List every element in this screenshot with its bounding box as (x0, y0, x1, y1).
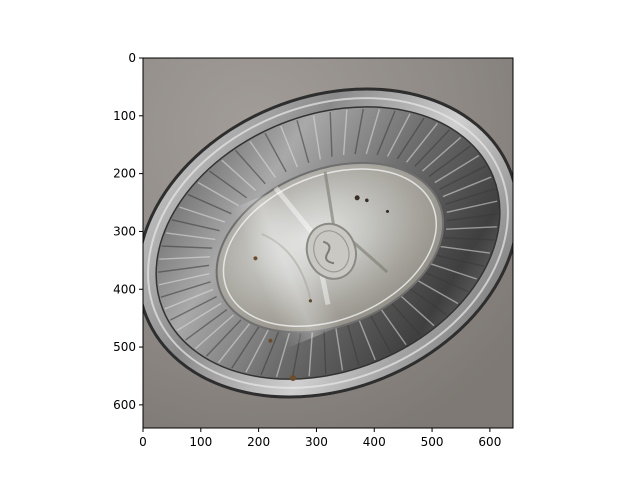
x-tick-label: 300 (305, 435, 328, 449)
y-tick-label: 100 (113, 109, 136, 123)
y-axis: 0 100 200 300 400 500 600 (113, 51, 143, 412)
photo (143, 58, 513, 428)
x-tick-label: 0 (139, 435, 147, 449)
x-tick-label: 400 (363, 435, 386, 449)
x-tick-label: 500 (421, 435, 444, 449)
y-tick-label: 600 (113, 398, 136, 412)
y-tick-label: 300 (113, 224, 136, 238)
x-axis: 0 100 200 300 400 500 600 (139, 428, 501, 449)
x-tick-label: 200 (247, 435, 270, 449)
pan-flutes (158, 108, 498, 378)
x-tick-label: 100 (189, 435, 212, 449)
y-tick-label: 400 (113, 282, 136, 296)
x-tick-label: 600 (478, 435, 501, 449)
y-tick-label: 0 (128, 51, 136, 65)
y-tick-label: 200 (113, 167, 136, 181)
y-tick-label: 500 (113, 340, 136, 354)
embossed-medallion (305, 222, 357, 280)
axes-frame (142, 57, 514, 429)
